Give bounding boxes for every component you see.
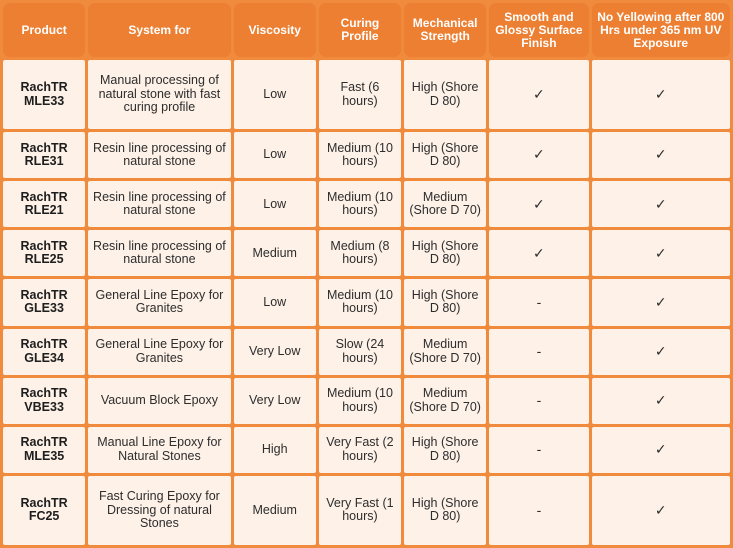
product-cell: RachTR GLE33 xyxy=(3,279,86,326)
table-row: RachTR RLE21 Resin line processing of na… xyxy=(3,181,730,228)
strength-cell: High (Shore D 80) xyxy=(404,279,487,326)
strength-cell: High (Shore D 80) xyxy=(404,230,487,277)
system-cell: Fast Curing Epoxy for Dressing of natura… xyxy=(88,475,231,545)
strength-cell: High (Shore D 80) xyxy=(404,426,487,473)
strength-cell: Medium (Shore D 70) xyxy=(404,377,487,424)
product-cell: RachTR VBE33 xyxy=(3,377,86,424)
viscosity-cell: Medium xyxy=(233,230,316,277)
table-row: RachTR RLE31 Resin line processing of na… xyxy=(3,132,730,179)
viscosity-cell: Medium xyxy=(233,475,316,545)
system-cell: Manual Line Epoxy for Natural Stones xyxy=(88,426,231,473)
smooth-cell: ✓ xyxy=(489,60,589,130)
no-yellowing-cell: ✓ xyxy=(591,279,730,326)
system-cell: Vacuum Block Epoxy xyxy=(88,377,231,424)
header-product: Product xyxy=(3,3,86,57)
header-curing-profile: Curing Profile xyxy=(318,3,402,57)
viscosity-cell: Low xyxy=(233,181,316,228)
system-cell: General Line Epoxy for Granites xyxy=(88,279,231,326)
curing-cell: Very Fast (2 hours) xyxy=(318,426,402,473)
no-yellowing-cell: ✓ xyxy=(591,60,730,130)
no-yellowing-cell: ✓ xyxy=(591,377,730,424)
no-yellowing-cell: ✓ xyxy=(591,475,730,545)
viscosity-cell: Low xyxy=(233,60,316,130)
no-yellowing-cell: ✓ xyxy=(591,328,730,375)
product-cell: RachTR FC25 xyxy=(3,475,86,545)
table-row: RachTR MLE35 Manual Line Epoxy for Natur… xyxy=(3,426,730,473)
curing-cell: Medium (8 hours) xyxy=(318,230,402,277)
system-cell: Resin line processing of natural stone xyxy=(88,230,231,277)
viscosity-cell: Low xyxy=(233,279,316,326)
smooth-cell: - xyxy=(489,279,589,326)
viscosity-cell: Very Low xyxy=(233,328,316,375)
table-row: RachTR RLE25 Resin line processing of na… xyxy=(3,230,730,277)
strength-cell: Medium (Shore D 70) xyxy=(404,181,487,228)
curing-cell: Medium (10 hours) xyxy=(318,377,402,424)
header-smooth-glossy: Smooth and Glossy Surface Finish xyxy=(489,3,589,57)
header-row: Product System for Viscosity Curing Prof… xyxy=(3,3,730,57)
header-system-for: System for xyxy=(88,3,231,57)
product-cell: RachTR MLE33 xyxy=(3,60,86,130)
no-yellowing-cell: ✓ xyxy=(591,132,730,179)
system-cell: Resin line processing of natural stone xyxy=(88,132,231,179)
curing-cell: Medium (10 hours) xyxy=(318,181,402,228)
system-cell: General Line Epoxy for Granites xyxy=(88,328,231,375)
strength-cell: Medium (Shore D 70) xyxy=(404,328,487,375)
header-mechanical-strength: Mechanical Strength xyxy=(404,3,487,57)
strength-cell: High (Shore D 80) xyxy=(404,475,487,545)
table-row: RachTR FC25 Fast Curing Epoxy for Dressi… xyxy=(3,475,730,545)
smooth-cell: ✓ xyxy=(489,132,589,179)
product-cell: RachTR GLE34 xyxy=(3,328,86,375)
smooth-cell: - xyxy=(489,377,589,424)
viscosity-cell: Very Low xyxy=(233,377,316,424)
strength-cell: High (Shore D 80) xyxy=(404,132,487,179)
table-row: RachTR GLE33 General Line Epoxy for Gran… xyxy=(3,279,730,326)
product-cell: RachTR MLE35 xyxy=(3,426,86,473)
product-cell: RachTR RLE25 xyxy=(3,230,86,277)
smooth-cell: - xyxy=(489,475,589,545)
table-row: RachTR MLE33 Manual processing of natura… xyxy=(3,60,730,130)
smooth-cell: ✓ xyxy=(489,230,589,277)
smooth-cell: ✓ xyxy=(489,181,589,228)
product-cell: RachTR RLE31 xyxy=(3,132,86,179)
strength-cell: High (Shore D 80) xyxy=(404,60,487,130)
header-viscosity: Viscosity xyxy=(233,3,316,57)
viscosity-cell: High xyxy=(233,426,316,473)
table-row: RachTR VBE33 Vacuum Block Epoxy Very Low… xyxy=(3,377,730,424)
smooth-cell: - xyxy=(489,328,589,375)
curing-cell: Slow (24 hours) xyxy=(318,328,402,375)
smooth-cell: - xyxy=(489,426,589,473)
no-yellowing-cell: ✓ xyxy=(591,230,730,277)
header-no-yellowing: No Yellowing after 800 Hrs under 365 nm … xyxy=(591,3,730,57)
table-row: RachTR GLE34 General Line Epoxy for Gran… xyxy=(3,328,730,375)
curing-cell: Fast (6 hours) xyxy=(318,60,402,130)
curing-cell: Very Fast (1 hours) xyxy=(318,475,402,545)
curing-cell: Medium (10 hours) xyxy=(318,279,402,326)
no-yellowing-cell: ✓ xyxy=(591,181,730,228)
curing-cell: Medium (10 hours) xyxy=(318,132,402,179)
system-cell: Resin line processing of natural stone xyxy=(88,181,231,228)
no-yellowing-cell: ✓ xyxy=(591,426,730,473)
viscosity-cell: Low xyxy=(233,132,316,179)
product-cell: RachTR RLE21 xyxy=(3,181,86,228)
system-cell: Manual processing of natural stone with … xyxy=(88,60,231,130)
